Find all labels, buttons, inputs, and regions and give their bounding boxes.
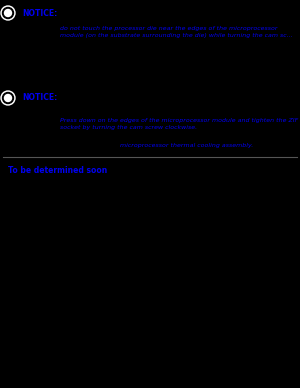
Circle shape [4,95,11,102]
Text: microprocessor thermal cooling assembly.: microprocessor thermal cooling assembly. [120,143,253,148]
Text: NOTICE:: NOTICE: [22,94,57,102]
Circle shape [1,91,15,105]
Text: To be determined soon: To be determined soon [8,166,107,175]
Circle shape [1,6,15,20]
Text: do not touch the processor die near the edges of the microprocessor
module (on t: do not touch the processor die near the … [60,26,292,38]
Circle shape [4,9,11,17]
Circle shape [2,7,14,19]
Text: NOTICE:: NOTICE: [22,9,57,17]
Circle shape [2,92,14,104]
Text: Press down on the edges of the microprocessor module and tighten the ZIF
socket : Press down on the edges of the microproc… [60,118,298,130]
